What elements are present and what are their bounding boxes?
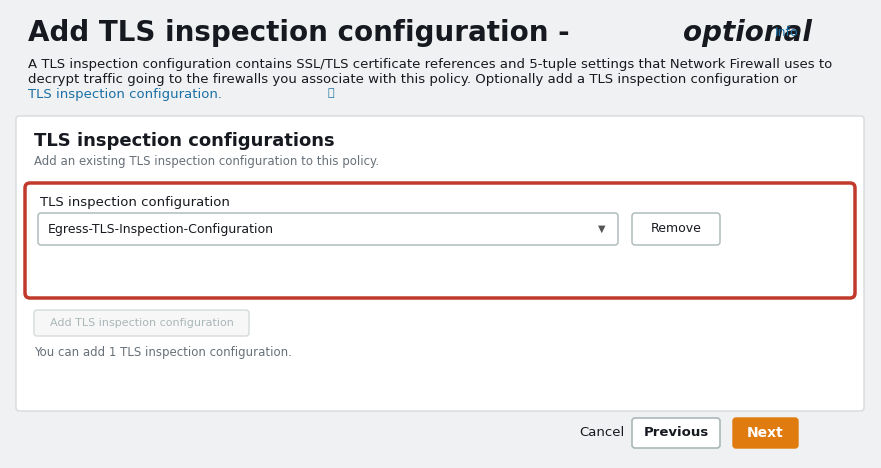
FancyBboxPatch shape [16,116,864,411]
Text: A TLS inspection configuration contains SSL/TLS certificate references and 5-tup: A TLS inspection configuration contains … [28,58,833,71]
Text: ▼: ▼ [598,224,606,234]
Text: Info: Info [774,27,798,39]
FancyBboxPatch shape [38,213,618,245]
Text: You can add 1 TLS inspection configuration.: You can add 1 TLS inspection configurati… [34,346,292,359]
Text: TLS inspection configuration: TLS inspection configuration [40,196,230,209]
Text: Add TLS inspection configuration: Add TLS inspection configuration [49,318,233,328]
Text: Next: Next [747,426,784,440]
Text: Add an existing TLS inspection configuration to this policy.: Add an existing TLS inspection configura… [34,155,379,168]
Text: decrypt traffic going to the firewalls you associate with this policy. Optionall: decrypt traffic going to the firewalls y… [28,73,802,86]
Text: optional: optional [683,19,812,47]
Text: Add TLS inspection configuration -: Add TLS inspection configuration - [28,19,579,47]
Text: ⧉: ⧉ [328,88,335,98]
FancyBboxPatch shape [632,213,720,245]
Text: TLS inspection configuration.: TLS inspection configuration. [28,88,222,101]
Text: Remove: Remove [650,222,701,235]
FancyBboxPatch shape [25,183,855,298]
Text: Cancel: Cancel [580,425,625,439]
Text: TLS inspection configurations: TLS inspection configurations [34,132,335,150]
FancyBboxPatch shape [733,418,798,448]
FancyBboxPatch shape [632,418,720,448]
Text: Egress-TLS-Inspection-Configuration: Egress-TLS-Inspection-Configuration [48,222,274,235]
Text: Previous: Previous [643,426,708,439]
FancyBboxPatch shape [34,310,249,336]
